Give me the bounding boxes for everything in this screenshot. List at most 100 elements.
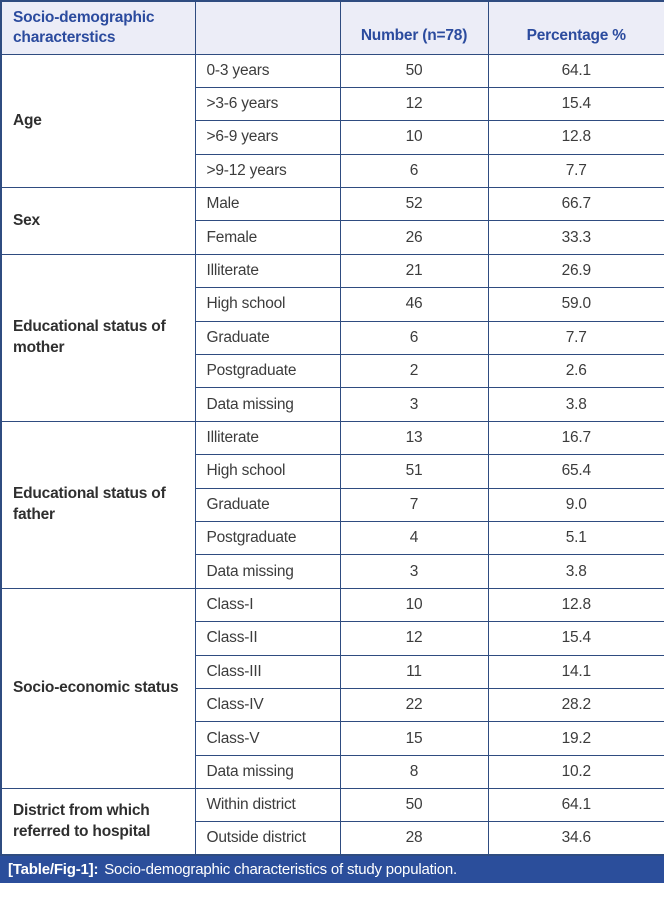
- percentage-cell: 9.0: [487, 487, 664, 522]
- category-cell: Within district: [194, 788, 341, 823]
- category-cell: Illiterate: [194, 253, 341, 289]
- percentage-cell: 15.4: [487, 621, 664, 656]
- number-cell: 6: [339, 320, 489, 356]
- table-row: Graduate 6 7.7: [1, 320, 664, 356]
- number-cell: 10: [339, 587, 489, 623]
- table-row: Class-II 12 15.4: [1, 621, 664, 656]
- number-cell: 52: [339, 187, 489, 222]
- percentage-cell: 59.0: [487, 287, 664, 322]
- table-row: Class-III 11 14.1: [1, 654, 664, 689]
- number-cell: 3: [339, 387, 489, 422]
- percentage-cell: 5.1: [487, 520, 664, 556]
- category-cell: Illiterate: [194, 420, 341, 456]
- percentage-cell: 10.2: [487, 754, 664, 790]
- number-cell: 26: [339, 220, 489, 255]
- number-cell: 15: [339, 721, 489, 756]
- percentage-cell: 3.8: [487, 554, 664, 589]
- number-cell: 4: [339, 520, 489, 556]
- group-label: Educational status of mother: [0, 253, 196, 422]
- table-row: Female 26 33.3: [1, 220, 664, 255]
- socio-demographic-table: Socio-demographic characterstics Number …: [0, 0, 664, 857]
- table-row: >9-12 years 6 7.7: [1, 153, 664, 189]
- number-cell: 10: [339, 120, 489, 155]
- group-label: Socio-economic status: [0, 587, 196, 790]
- table-row: Outside district 28 34.6: [1, 821, 664, 856]
- category-cell: Graduate: [194, 320, 341, 356]
- category-cell: >9-12 years: [194, 153, 341, 189]
- table-row: Data missing 8 10.2: [1, 754, 664, 790]
- group-label: Sex: [0, 187, 196, 255]
- group-label: Age: [0, 53, 196, 189]
- category-cell: Data missing: [194, 754, 341, 790]
- category-cell: Class-IV: [194, 687, 341, 723]
- header-percentage: Percentage %: [487, 0, 664, 55]
- number-cell: 8: [339, 754, 489, 790]
- table-row: Sex Male 52 66.7: [0, 187, 664, 255]
- table-row: Class-IV 22 28.2: [1, 687, 664, 723]
- table-row: Educational status of mother Illiterate 21…: [0, 253, 664, 422]
- table-row: Age 0-3 years 50 64.1: [0, 53, 664, 189]
- category-cell: >3-6 years: [194, 86, 341, 122]
- number-cell: 51: [339, 454, 489, 489]
- figure-caption: [Table/Fig-1]: Socio-demographic charact…: [0, 856, 664, 884]
- category-cell: High school: [194, 287, 341, 322]
- header-row: Socio-demographic characterstics Number …: [0, 0, 664, 55]
- number-cell: 7: [339, 487, 489, 522]
- category-cell: Data missing: [194, 554, 341, 589]
- table-row: Class-V 15 19.2: [1, 721, 664, 756]
- category-cell: Female: [194, 220, 341, 255]
- table-row: Data missing 3 3.8: [1, 387, 664, 422]
- percentage-cell: 19.2: [487, 721, 664, 756]
- number-cell: 50: [339, 53, 489, 88]
- number-cell: 50: [339, 788, 489, 823]
- category-cell: Class-III: [194, 654, 341, 689]
- category-cell: Class-II: [194, 621, 341, 656]
- percentage-cell: 33.3: [487, 220, 664, 255]
- table-body: Age 0-3 years 50 64.1 >3-6 years 12 15.4 >6-9 y…: [0, 53, 664, 856]
- category-cell: Class-I: [194, 587, 341, 623]
- table-row: Graduate 7 9.0: [1, 487, 664, 522]
- number-cell: 11: [339, 654, 489, 689]
- category-cell: >6-9 years: [194, 120, 341, 155]
- table-row: Socio-economic status Class-I 10 12.8: [0, 587, 664, 790]
- percentage-cell: 34.6: [487, 821, 664, 856]
- table-row: District from which referred to hospital…: [0, 788, 664, 856]
- caption-tag: [Table/Fig-1]:: [8, 861, 99, 879]
- number-cell: 2: [339, 354, 489, 389]
- number-cell: 22: [339, 687, 489, 723]
- table-row: Data missing 3 3.8: [1, 554, 664, 589]
- table-row: High school 46 59.0: [1, 287, 664, 322]
- percentage-cell: 65.4: [487, 454, 664, 489]
- category-cell: Male: [194, 187, 341, 222]
- percentage-cell: 14.1: [487, 654, 664, 689]
- percentage-cell: 26.9: [487, 253, 664, 289]
- category-cell: Postgraduate: [194, 354, 341, 389]
- number-cell: 12: [339, 621, 489, 656]
- percentage-cell: 2.6: [487, 354, 664, 389]
- percentage-cell: 3.8: [487, 387, 664, 422]
- category-cell: Postgraduate: [194, 520, 341, 556]
- group-label: Educational status of father: [0, 420, 196, 589]
- percentage-cell: 64.1: [487, 53, 664, 88]
- number-cell: 28: [339, 821, 489, 856]
- number-cell: 12: [339, 86, 489, 122]
- percentage-cell: 12.8: [487, 587, 664, 623]
- header-blank-cell: [194, 0, 341, 55]
- group-label: District from which referred to hospital: [0, 788, 196, 856]
- table-row: >3-6 years 12 15.4: [1, 86, 664, 122]
- percentage-cell: 16.7: [487, 420, 664, 456]
- category-cell: Outside district: [194, 821, 341, 856]
- percentage-cell: 64.1: [487, 788, 664, 823]
- category-cell: Class-V: [194, 721, 341, 756]
- category-cell: High school: [194, 454, 341, 489]
- number-cell: 46: [339, 287, 489, 322]
- table-row: High school 51 65.4: [1, 454, 664, 489]
- header-number: Number (n=78): [339, 0, 489, 55]
- table-row: >6-9 years 10 12.8: [1, 120, 664, 155]
- number-cell: 21: [339, 253, 489, 289]
- number-cell: 6: [339, 153, 489, 189]
- header-characteristics: Socio-demographic characterstics: [0, 0, 196, 55]
- caption-text: Socio-demographic characteristics of stu…: [104, 861, 457, 879]
- percentage-cell: 15.4: [487, 86, 664, 122]
